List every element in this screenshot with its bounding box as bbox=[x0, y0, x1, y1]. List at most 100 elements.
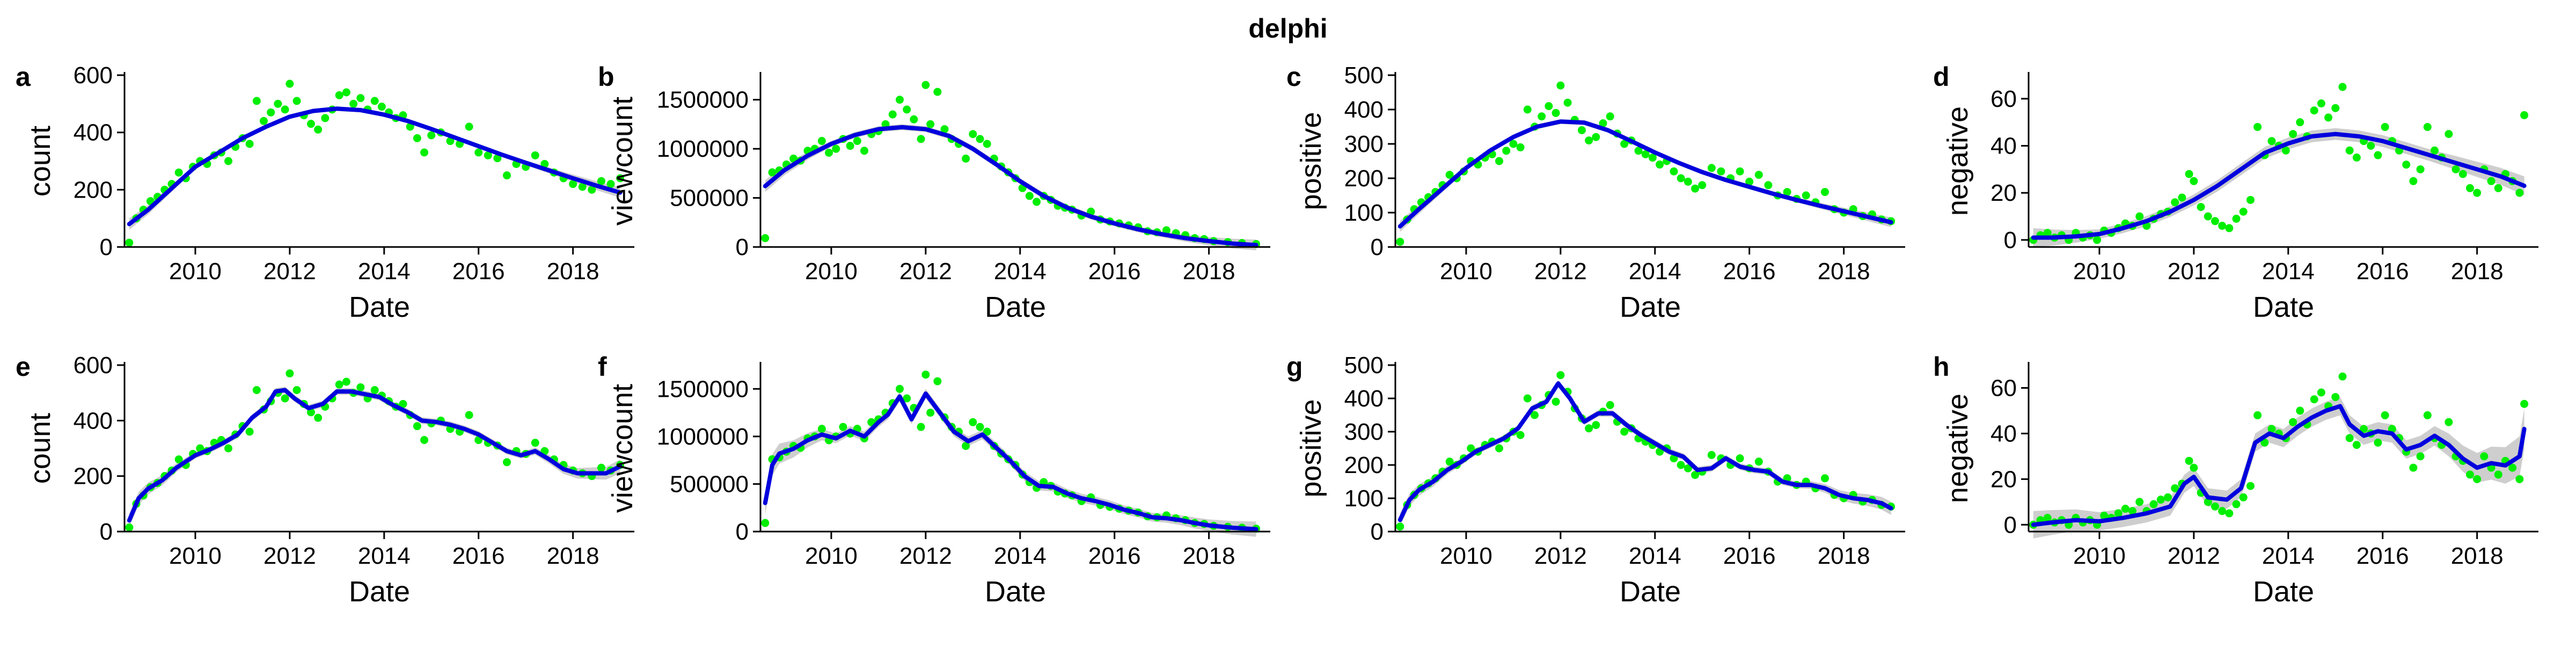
data-point bbox=[1396, 522, 1404, 531]
x-tick-label: 2014 bbox=[1629, 543, 1681, 569]
data-point bbox=[356, 94, 365, 103]
y-tick-label: 0 bbox=[1371, 519, 1384, 545]
x-tick-label: 2010 bbox=[1440, 543, 1492, 569]
data-point bbox=[867, 418, 876, 426]
data-point bbox=[1656, 160, 1664, 169]
data-point bbox=[174, 168, 183, 177]
data-point bbox=[531, 439, 539, 447]
data-point bbox=[2338, 83, 2347, 91]
data-point bbox=[2473, 475, 2482, 483]
x-tick-label: 2010 bbox=[805, 543, 858, 569]
data-point bbox=[2409, 463, 2418, 472]
data-point bbox=[413, 134, 421, 142]
data-point bbox=[2381, 122, 2389, 131]
data-point bbox=[2178, 193, 2186, 202]
data-point bbox=[2310, 395, 2318, 404]
data-point bbox=[2204, 498, 2212, 506]
data-point bbox=[465, 122, 473, 131]
x-tick-label: 2012 bbox=[899, 258, 952, 285]
data-point bbox=[2402, 161, 2411, 169]
data-point bbox=[2423, 122, 2432, 131]
x-tick-label: 2014 bbox=[994, 543, 1046, 569]
data-point bbox=[245, 140, 254, 148]
data-point bbox=[1599, 119, 1607, 128]
data-point bbox=[274, 99, 282, 108]
data-point bbox=[314, 125, 323, 134]
data-point bbox=[314, 413, 323, 422]
y-tick-label: 200 bbox=[1344, 452, 1384, 478]
data-point bbox=[446, 137, 455, 146]
panel-letter: a bbox=[16, 62, 31, 92]
data-point bbox=[903, 394, 911, 403]
data-point bbox=[342, 377, 350, 386]
data-point bbox=[2331, 104, 2340, 112]
data-point bbox=[1556, 81, 1565, 90]
x-tick-label: 2012 bbox=[2168, 543, 2220, 569]
x-tick-label: 2018 bbox=[547, 258, 599, 285]
data-point bbox=[281, 394, 289, 403]
y-axis-label: count bbox=[24, 413, 56, 484]
y-tick-label: 600 bbox=[74, 352, 113, 379]
y-tick-label: 40 bbox=[1990, 420, 2017, 447]
y-axis-label: viewcount bbox=[606, 384, 639, 513]
x-tick-label: 2010 bbox=[169, 543, 222, 569]
x-tick-label: 2018 bbox=[1183, 543, 1235, 569]
data-point bbox=[917, 135, 925, 143]
y-tick-label: 300 bbox=[1344, 419, 1384, 445]
panel-letter: d bbox=[1933, 62, 1950, 92]
data-point bbox=[2345, 434, 2354, 442]
data-point bbox=[2114, 509, 2123, 518]
data-point bbox=[1677, 461, 1685, 469]
data-point bbox=[224, 157, 233, 165]
y-tick-label: 0 bbox=[1371, 234, 1384, 260]
data-point bbox=[2317, 388, 2325, 397]
data-point bbox=[420, 436, 429, 444]
x-tick-label: 2016 bbox=[2357, 258, 2409, 285]
data-point bbox=[2171, 484, 2179, 492]
data-point bbox=[2218, 222, 2227, 230]
data-point bbox=[1523, 394, 1532, 403]
y-tick-label: 400 bbox=[1344, 386, 1384, 412]
data-point bbox=[895, 96, 904, 104]
data-point bbox=[846, 142, 854, 150]
data-point bbox=[2253, 122, 2262, 131]
data-point bbox=[2093, 236, 2102, 244]
data-point bbox=[1592, 133, 1600, 141]
data-point bbox=[1545, 102, 1553, 111]
data-point bbox=[2416, 452, 2425, 461]
data-point bbox=[292, 97, 301, 105]
x-axis-label: Date bbox=[2253, 291, 2314, 323]
x-tick-label: 2016 bbox=[1088, 258, 1141, 285]
data-point bbox=[2218, 507, 2227, 515]
x-tick-label: 2018 bbox=[1818, 543, 1870, 569]
data-point bbox=[503, 171, 511, 180]
data-point bbox=[493, 154, 502, 163]
data-point bbox=[1516, 431, 1525, 439]
x-tick-label: 2016 bbox=[1088, 543, 1141, 569]
data-point bbox=[1764, 181, 1773, 190]
data-point bbox=[259, 117, 268, 125]
data-point bbox=[281, 105, 289, 114]
figure-title: delphi bbox=[1248, 13, 1327, 43]
y-tick-label: 400 bbox=[74, 120, 113, 146]
data-point bbox=[597, 463, 605, 472]
data-point bbox=[174, 455, 183, 464]
y-tick-label: 40 bbox=[1990, 133, 2017, 159]
data-point bbox=[2465, 184, 2474, 192]
data-point bbox=[569, 180, 577, 188]
y-tick-label: 1000000 bbox=[657, 136, 749, 162]
data-point bbox=[2225, 224, 2234, 232]
data-point bbox=[933, 377, 942, 386]
data-point bbox=[1502, 147, 1511, 155]
data-point bbox=[2520, 399, 2529, 408]
x-axis-label: Date bbox=[985, 291, 1046, 323]
data-point bbox=[962, 154, 970, 163]
data-point bbox=[926, 409, 935, 417]
data-point bbox=[1538, 112, 1546, 121]
data-point bbox=[2360, 425, 2368, 433]
data-point bbox=[1684, 177, 1692, 186]
x-tick-label: 2016 bbox=[452, 543, 505, 569]
data-point bbox=[1691, 184, 1700, 193]
data-point bbox=[1556, 371, 1565, 380]
data-point bbox=[2149, 500, 2158, 508]
